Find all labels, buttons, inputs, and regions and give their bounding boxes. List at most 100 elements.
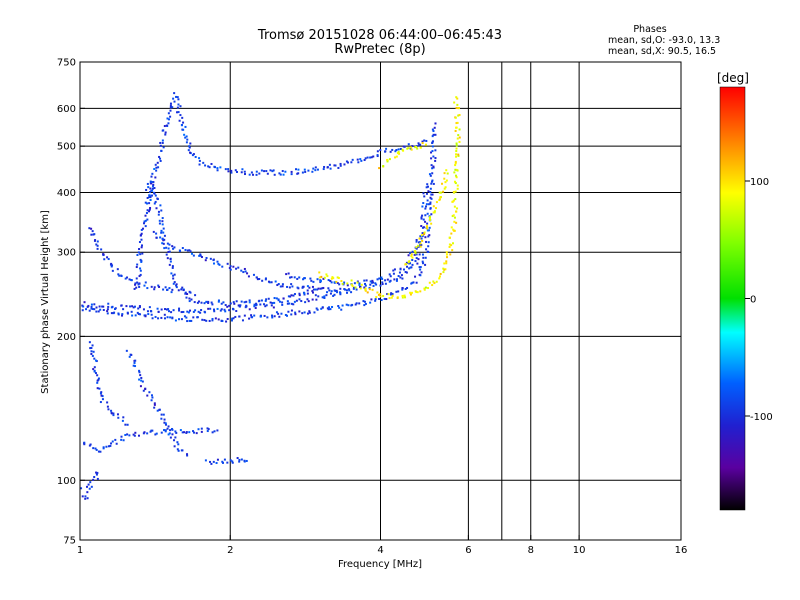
echo-point (379, 149, 382, 152)
echo-point (265, 298, 268, 301)
echo-point (454, 182, 457, 185)
echo-point (390, 292, 393, 295)
echo-point (169, 104, 172, 107)
echo-point (269, 169, 272, 172)
echo-point (455, 106, 458, 109)
echo-point (227, 168, 230, 171)
echo-point (160, 149, 163, 152)
echo-point (96, 240, 99, 243)
echo-point (101, 305, 104, 308)
echo-point (142, 432, 145, 435)
echo-point (154, 200, 157, 203)
echo-point (317, 295, 320, 298)
echo-point (345, 303, 348, 306)
echo-point (163, 125, 166, 128)
echo-point (406, 265, 409, 268)
echo-point (149, 196, 152, 199)
y-tick-label: 200 (57, 332, 76, 343)
echo-point (402, 268, 405, 271)
echo-point (351, 285, 354, 288)
echo-point (358, 283, 361, 286)
echo-point (281, 283, 284, 286)
echo-point (375, 296, 378, 299)
echo-point (290, 276, 293, 279)
echo-point (296, 277, 299, 280)
echo-point (306, 292, 309, 295)
echo-point (414, 275, 417, 278)
echo-point (272, 306, 275, 309)
echo-point (416, 262, 419, 265)
echo-point (414, 252, 417, 255)
echo-point (265, 304, 268, 307)
echo-point (148, 391, 151, 394)
echo-point (150, 175, 153, 178)
echo-point (229, 459, 232, 462)
echo-point (281, 303, 284, 306)
echo-point (354, 303, 357, 306)
echo-point (144, 315, 147, 318)
echo-point (178, 119, 181, 122)
echo-point (370, 281, 373, 284)
echo-point (357, 161, 360, 164)
echo-point (168, 287, 171, 290)
echo-point (186, 454, 189, 457)
x-tick-label: 8 (528, 545, 534, 556)
echo-point (171, 106, 174, 109)
echo-point (186, 310, 189, 313)
echo-point (368, 288, 371, 291)
echo-point (216, 429, 219, 432)
echo-point (364, 284, 367, 287)
echo-point (394, 156, 397, 159)
echo-point (424, 286, 427, 289)
echo-point (86, 491, 89, 494)
echo-point (455, 147, 458, 150)
echo-point (409, 266, 412, 269)
echo-point (311, 285, 314, 288)
echo-point (204, 259, 207, 262)
echo-point (298, 294, 301, 297)
echo-point (117, 273, 120, 276)
echo-point (417, 258, 420, 261)
echo-point (163, 421, 166, 424)
echo-point (455, 221, 458, 224)
echo-point (379, 295, 382, 298)
echo-point (164, 429, 167, 432)
x-tick-label: 4 (377, 545, 383, 556)
echo-point (333, 164, 336, 167)
echo-point (182, 310, 185, 313)
echo-point (405, 271, 408, 274)
echo-point (347, 304, 350, 307)
echo-point (451, 215, 454, 218)
echo-point (404, 287, 407, 290)
echo-point (176, 96, 179, 99)
echo-point (159, 157, 162, 160)
echo-point (111, 264, 114, 267)
echo-point (169, 260, 172, 263)
echo-point (157, 284, 160, 287)
echo-point (157, 310, 160, 313)
echo-point (455, 155, 458, 158)
echo-point (392, 272, 395, 275)
echo-point (456, 207, 459, 210)
echo-point (110, 265, 113, 268)
echo-point (317, 287, 320, 290)
echo-point (152, 181, 155, 184)
echo-point (164, 430, 167, 433)
echo-point (277, 312, 280, 315)
echo-point (161, 242, 164, 245)
echo-point (420, 225, 423, 228)
echo-point (199, 311, 202, 314)
echo-point (415, 281, 418, 284)
echo-point (160, 231, 163, 234)
echo-point (422, 218, 425, 221)
echo-point (255, 276, 258, 279)
echo-point (413, 253, 416, 256)
echo-point (135, 286, 138, 289)
echo-point (359, 287, 362, 290)
echo-point (430, 222, 433, 225)
echo-point (420, 237, 423, 240)
echo-point (456, 121, 459, 124)
echo-point (159, 159, 162, 162)
echo-point (188, 431, 191, 434)
echo-point (158, 285, 161, 288)
